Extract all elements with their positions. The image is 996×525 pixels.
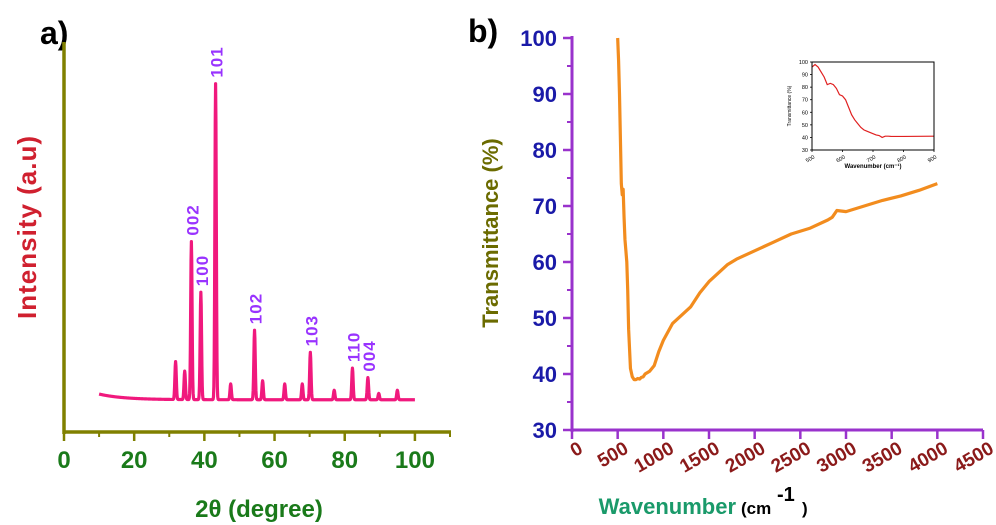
- a-y-axis-label: Intensity (a.u): [12, 135, 42, 319]
- a-peak-label: 100: [193, 255, 212, 286]
- b-x-axis-unit-sup: -1: [777, 484, 795, 506]
- b-y-ticks: 30 40 50 60 70 80 90 100: [520, 26, 572, 443]
- b-y-axis-label: Transmittance (%): [478, 138, 503, 328]
- a-peak-label: 004: [360, 340, 379, 371]
- panel-b-label: b): [468, 13, 498, 49]
- a-peak-label: 101: [208, 46, 227, 77]
- inset-y-tick-label: 50: [802, 123, 808, 129]
- inset-x-tick-label: 700: [866, 155, 877, 165]
- a-peak-label: 102: [247, 293, 266, 324]
- b-y-tick-label: 40: [533, 362, 557, 387]
- a-x-tick-label: 80: [331, 447, 358, 474]
- b-x-tick-label: 3500: [859, 438, 906, 477]
- inset-y-tick-label: 70: [802, 98, 808, 104]
- b-x-tick-label: 3000: [813, 438, 860, 477]
- a-x-ticks: 0 20 40 60 80 100: [57, 432, 451, 474]
- inset-y-tick-label: 80: [802, 85, 808, 91]
- inset-ticks: 30 40 50 60 70 80 90 100 500 600 700 800 900: [799, 60, 938, 164]
- inset-y-tick-label: 90: [802, 73, 808, 79]
- a-x-axis-label: 2θ (degree): [195, 496, 323, 523]
- a-peak-label: 110: [344, 332, 363, 362]
- inset-y-tick-label: 60: [802, 110, 808, 116]
- inset: 30 40 50 60 70 80 90 100 500 600 700 800 900 Transmi…: [787, 60, 938, 170]
- inset-x-tick-label: 800: [897, 155, 908, 165]
- b-x-tick-label: 2500: [768, 438, 815, 477]
- a-x-tick-label: 20: [121, 447, 148, 474]
- a-x-tick-label: 0: [57, 447, 70, 474]
- inset-x-tick-label: 900: [927, 155, 938, 165]
- b-x-axis-label-group: Wavenumber (cm -1 ): [599, 484, 808, 519]
- a-xrd-series-line: [97, 82, 417, 402]
- b-y-tick-label: 30: [533, 418, 557, 443]
- inset-y-tick-label: 30: [802, 148, 808, 154]
- inset-y-tick-label: 40: [802, 135, 808, 141]
- b-x-axis-unit: (cm: [741, 499, 771, 518]
- a-peak-label: 103: [302, 315, 321, 346]
- b-x-tick-label: 4500: [950, 438, 996, 477]
- a-peak-label: 002: [183, 204, 202, 235]
- inset-y-axis-label: Transmittance (%): [787, 85, 793, 126]
- a-x-tick-label: 60: [261, 447, 288, 474]
- inset-y-tick-label: 100: [799, 60, 808, 66]
- a-x-tick-label: 100: [395, 447, 435, 474]
- inset-x-tick-label: 500: [805, 155, 816, 165]
- a-x-tick-label: 40: [191, 447, 218, 474]
- b-ftir-series-line: [616, 37, 938, 382]
- inset-x-tick-label: 600: [836, 155, 847, 165]
- b-x-tick-label: 1500: [676, 438, 723, 477]
- b-y-tick-label: 90: [533, 82, 557, 107]
- b-y-tick-label: 100: [520, 26, 557, 51]
- b-x-tick-label: 2000: [722, 438, 769, 477]
- b-x-tick-label: 0: [567, 438, 587, 461]
- b-x-tick-label: 500: [594, 438, 632, 472]
- inset-series-line: [811, 63, 935, 139]
- b-y-tick-label: 70: [533, 194, 557, 219]
- b-y-tick-label: 80: [533, 138, 557, 163]
- b-x-axis-unit-close: ): [802, 499, 808, 518]
- inset-x-axis-label: Wavenumber (cm⁻¹): [845, 163, 902, 170]
- b-x-tick-label: 4000: [905, 438, 952, 477]
- b-x-tick-label: 1000: [631, 438, 678, 477]
- b-y-tick-label: 50: [533, 306, 557, 331]
- b-y-tick-label: 60: [533, 250, 557, 275]
- b-x-axis-label: Wavenumber: [599, 494, 737, 519]
